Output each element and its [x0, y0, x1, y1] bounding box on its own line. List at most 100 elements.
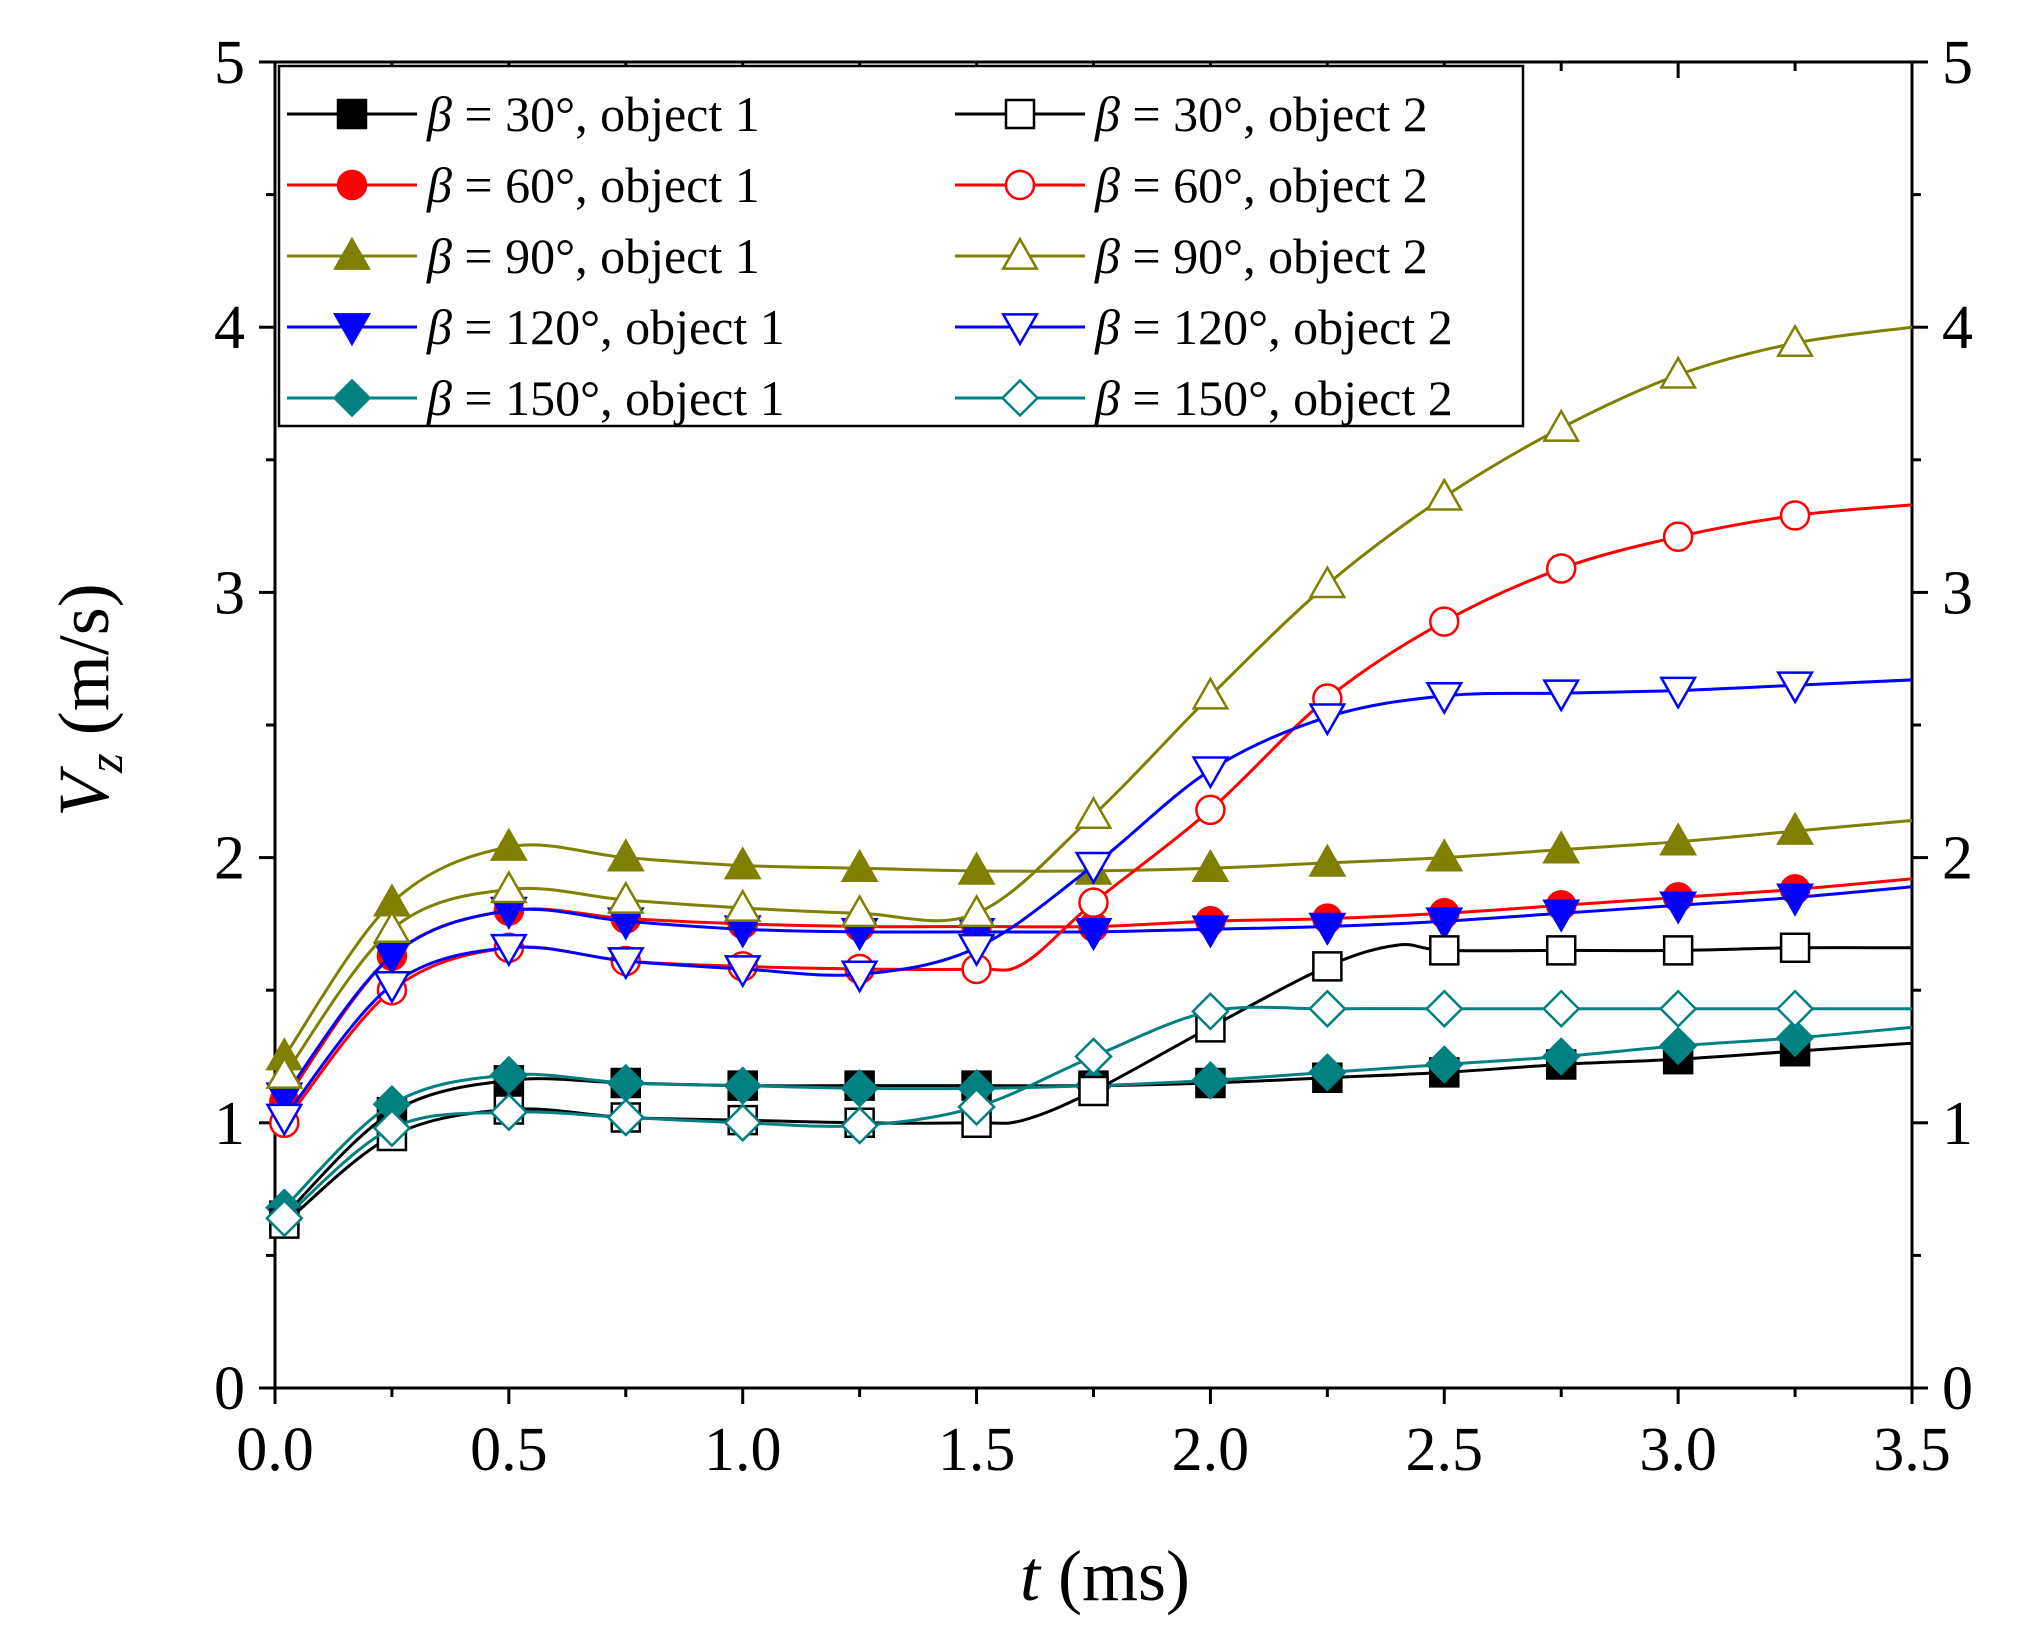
data-point	[1191, 676, 1230, 710]
data-point	[1308, 843, 1347, 877]
series-9	[265, 671, 1913, 1137]
legend-item: β = 150°, object 1	[287, 370, 785, 426]
data-point	[840, 848, 879, 883]
data-point	[840, 960, 879, 994]
y-tick-label: 0	[214, 1355, 245, 1423]
data-point	[1191, 1061, 1230, 1100]
data-point	[1425, 681, 1464, 716]
data-point	[1776, 671, 1815, 705]
data-point	[1191, 848, 1230, 883]
data-point	[723, 846, 762, 880]
legend-beta-symbol: β	[1094, 86, 1120, 142]
data-point	[1425, 907, 1464, 941]
legend-item: β = 60°, object 1	[287, 157, 760, 213]
data-point	[840, 1106, 879, 1145]
legend-label: β = 60°, object 2	[1094, 157, 1428, 213]
data-point	[1658, 989, 1698, 1029]
series-group	[265, 323, 1913, 1239]
legend-item: β = 90°, object 1	[287, 228, 760, 284]
data-point	[1542, 899, 1581, 933]
legend-beta-symbol: β	[1094, 228, 1120, 284]
legend-marker	[1000, 378, 1040, 418]
data-point	[265, 1055, 304, 1089]
data-point	[1074, 795, 1113, 830]
y-right-tick-label: 3	[1942, 559, 1973, 627]
data-point	[840, 893, 879, 928]
legend-label-rest: = 90°, object 1	[452, 228, 760, 284]
data-point	[1074, 918, 1113, 952]
legend-label-rest: = 120°, object 2	[1120, 299, 1453, 355]
data-point	[1542, 830, 1581, 864]
data-point	[1308, 703, 1347, 737]
legend-label: β = 30°, object 1	[426, 86, 760, 142]
y-axis-title: Vz (m/s)	[44, 583, 133, 816]
data-point	[723, 888, 762, 922]
data-point	[1191, 992, 1230, 1031]
data-point	[961, 953, 992, 985]
data-point	[1775, 989, 1815, 1029]
legend-label: β = 120°, object 2	[1094, 299, 1453, 355]
legend-label-rest: = 30°, object 2	[1120, 86, 1428, 142]
legend-marker	[333, 236, 371, 270]
x-tick-label: 1.5	[938, 1416, 1016, 1484]
legend: β = 30°, object 1β = 60°, object 1β = 90…	[277, 64, 1525, 428]
series-10	[265, 989, 1912, 1238]
data-point	[489, 1092, 529, 1132]
data-point	[1308, 565, 1347, 599]
legend-label-rest: = 150°, object 2	[1120, 370, 1453, 426]
legend-beta-symbol: β	[426, 86, 452, 142]
data-point	[372, 971, 411, 1005]
data-point	[957, 933, 996, 968]
data-point	[957, 851, 996, 885]
data-point	[1659, 822, 1698, 856]
data-point	[606, 838, 645, 872]
data-point	[1425, 1045, 1464, 1084]
data-point	[1191, 756, 1230, 790]
legend-beta-symbol: β	[426, 370, 452, 426]
data-point	[372, 1108, 412, 1148]
data-point	[1662, 521, 1694, 552]
data-point	[1195, 794, 1226, 826]
y-tick-label: 2	[214, 825, 245, 893]
data-point	[1429, 606, 1460, 637]
y-right-tick-label: 1	[1942, 1090, 1973, 1158]
legend-label: β = 30°, object 2	[1094, 86, 1428, 142]
legend-label-rest: = 30°, object 1	[452, 86, 760, 142]
x-tick-label: 3.0	[1639, 1416, 1717, 1484]
data-point	[1425, 838, 1464, 872]
data-point	[1191, 915, 1230, 949]
legend-label-rest: = 60°, object 2	[1120, 157, 1428, 213]
data-point	[1308, 989, 1347, 1029]
legend-label-rest: = 90°, object 2	[1120, 228, 1428, 284]
data-point	[723, 1103, 762, 1143]
legend-label: β = 90°, object 2	[1094, 228, 1428, 284]
x-tick-label: 2.5	[1406, 1416, 1484, 1484]
data-point	[606, 880, 645, 914]
legend-label: β = 90°, object 1	[426, 228, 760, 284]
y-right-tick-label: 4	[1942, 294, 1973, 362]
data-point	[606, 1098, 646, 1137]
data-point	[1425, 989, 1464, 1029]
data-point	[265, 1199, 304, 1238]
data-point	[1658, 1026, 1698, 1066]
legend-label-rest: = 60°, object 1	[452, 157, 760, 213]
x-tick-label: 0.0	[236, 1416, 314, 1484]
data-point	[1429, 935, 1460, 966]
data-point	[489, 870, 528, 904]
data-point	[1074, 851, 1113, 885]
legend-marker	[1004, 169, 1036, 201]
data-point	[957, 893, 996, 928]
data-point	[1659, 676, 1698, 710]
legend-label: β = 150°, object 2	[1094, 370, 1453, 426]
legend-beta-symbol: β	[1094, 157, 1120, 213]
legend-marker	[336, 169, 368, 201]
data-point	[1662, 935, 1694, 966]
legend-marker	[1001, 236, 1039, 270]
legend-label-rest: = 150°, object 1	[452, 370, 785, 426]
series-8	[265, 323, 1913, 1089]
data-point	[1776, 811, 1815, 845]
data-point	[372, 941, 411, 976]
x-tick-label: 0.5	[470, 1416, 548, 1484]
legend-beta-symbol: β	[1094, 299, 1120, 355]
